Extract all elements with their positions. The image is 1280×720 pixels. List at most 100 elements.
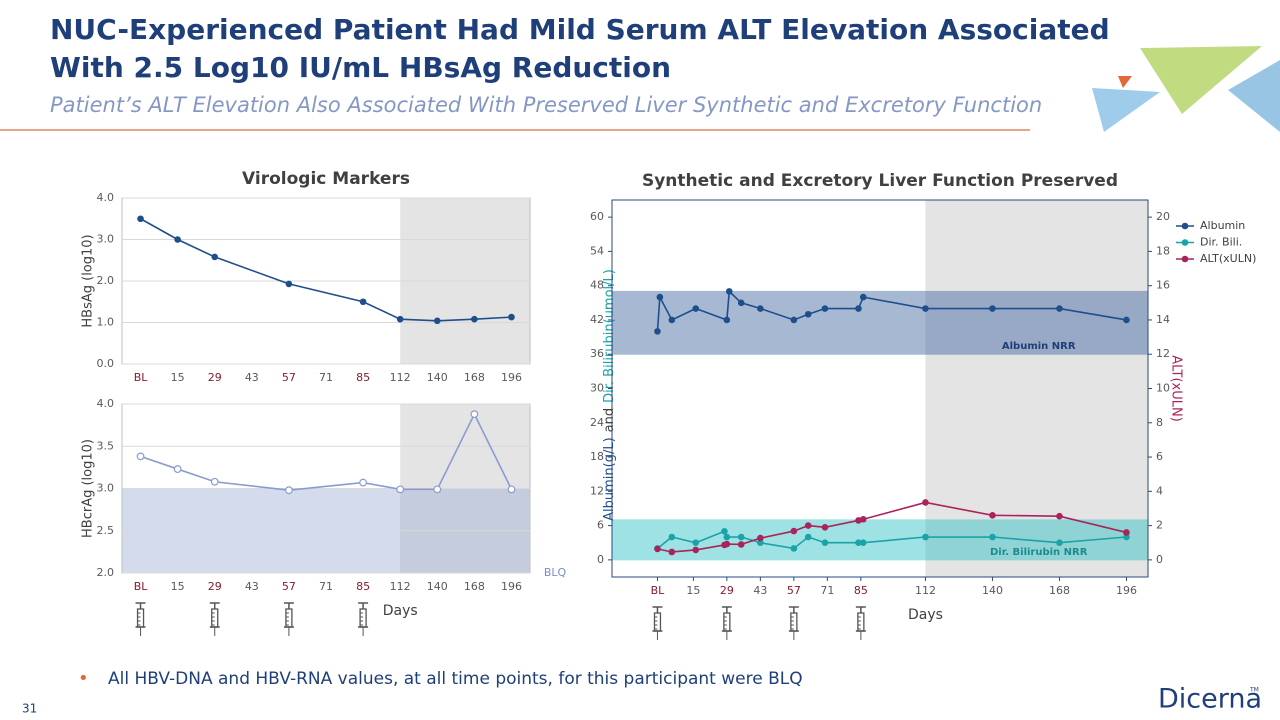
- data-point: [922, 305, 929, 312]
- data-point: [211, 253, 219, 261]
- data-point: [359, 298, 367, 306]
- x-tick-label: BL: [134, 580, 149, 593]
- y-tick-label: 36: [590, 347, 604, 360]
- legend-marker: [1181, 222, 1189, 230]
- y2-tick-label: 8: [1156, 416, 1163, 429]
- data-point: [723, 533, 731, 541]
- x-tick-label: 15: [171, 580, 185, 593]
- data-point: [989, 305, 996, 312]
- x-tick-label: 85: [356, 580, 370, 593]
- x-axis-label: Days: [383, 603, 418, 619]
- data-point: [757, 539, 764, 547]
- band-label: Dir. Bilirubin NRR: [990, 547, 1088, 558]
- data-point: [654, 545, 661, 553]
- y2-tick-label: 16: [1156, 279, 1170, 292]
- normal-range-band: [611, 290, 1149, 355]
- decor-triangle: [1228, 60, 1280, 132]
- data-point: [855, 305, 862, 312]
- logo-mark: TM: [1249, 687, 1259, 694]
- y-tick-label: 42: [590, 313, 604, 326]
- data-point: [790, 316, 798, 324]
- data-point: [790, 545, 798, 552]
- data-point: [723, 540, 731, 548]
- data-point: [656, 293, 664, 301]
- x-tick-label: 140: [982, 584, 1003, 597]
- y2-axis-label: ALT(xULN): [1169, 355, 1184, 422]
- x-axis-label: Days: [908, 607, 943, 623]
- data-point: [1056, 305, 1063, 312]
- data-point: [859, 293, 867, 301]
- y-tick-label: 30: [590, 382, 604, 395]
- y-label-part: and: [602, 408, 617, 432]
- data-point: [471, 315, 478, 323]
- data-point: [470, 410, 479, 419]
- y-tick-label: 1.0: [97, 316, 115, 329]
- data-point: [804, 533, 812, 541]
- slide-subtitle: Patient’s ALT Elevation Also Associated …: [50, 93, 1042, 117]
- data-point: [433, 317, 441, 325]
- y-tick-label: 3.0: [97, 233, 115, 246]
- data-point: [721, 528, 728, 535]
- data-point: [804, 310, 812, 318]
- syringe-part: [136, 608, 145, 628]
- legend-label: Dir. Bili.: [1200, 236, 1242, 249]
- x-tick-label: 168: [464, 580, 485, 593]
- syringe-part: [211, 608, 219, 628]
- y-label-part: Dir. Bilirubin(umol/L): [602, 269, 617, 403]
- x-tick-label: 15: [686, 584, 700, 597]
- y-tick-label: 0: [597, 553, 604, 566]
- syringe-part: [857, 612, 865, 632]
- data-point: [285, 280, 293, 288]
- syringe-icon: [283, 602, 294, 636]
- data-point: [790, 527, 798, 535]
- syringe-icon: [788, 606, 799, 640]
- syringe-icon: [652, 606, 663, 640]
- chart-title: Synthetic and Excretory Liver Function P…: [642, 171, 1118, 191]
- y-tick-label: 3.0: [97, 482, 115, 495]
- data-point: [136, 452, 145, 461]
- x-tick-label: 29: [208, 580, 222, 593]
- y-tick-label: 48: [590, 279, 604, 292]
- data-point: [692, 305, 700, 312]
- y-tick-label: 4.0: [97, 397, 115, 410]
- y-tick-label: 60: [590, 210, 604, 223]
- chart-title: Virologic Markers: [242, 169, 410, 189]
- data-point: [821, 539, 829, 547]
- y2-tick-label: 2: [1156, 519, 1163, 532]
- data-point: [859, 539, 867, 547]
- logo: Dicerna: [1158, 684, 1262, 715]
- slide-title: With 2.5 Log10 IU/mL HBsAg Reduction: [50, 51, 671, 84]
- x-tick-label: 29: [208, 371, 222, 384]
- data-point: [725, 288, 733, 295]
- data-point: [359, 478, 367, 487]
- data-point: [692, 546, 700, 554]
- x-tick-label: 71: [319, 371, 333, 384]
- series-line: [656, 530, 1127, 550]
- y2-tick-label: 10: [1156, 382, 1170, 395]
- data-point: [668, 316, 676, 324]
- syringe-part: [285, 608, 293, 628]
- y-axis-label: HBsAg (log10): [81, 234, 96, 327]
- data-point: [855, 539, 862, 547]
- data-point: [433, 485, 442, 494]
- data-point: [737, 299, 745, 307]
- data-point: [723, 316, 731, 324]
- legend-label: ALT(xULN): [1200, 252, 1256, 265]
- syringe-icon: [209, 602, 220, 636]
- y-tick-label: 24: [590, 416, 604, 429]
- data-point: [137, 215, 144, 223]
- x-tick-label: 57: [282, 580, 296, 593]
- data-point: [922, 499, 929, 506]
- syringe-icon: [358, 602, 369, 636]
- y2-tick-label: 12: [1156, 347, 1170, 360]
- data-point: [821, 305, 829, 312]
- x-tick-label: 196: [1116, 584, 1137, 597]
- syringe-icon: [135, 602, 146, 636]
- x-tick-label: 140: [427, 580, 448, 593]
- data-point: [859, 515, 867, 523]
- x-tick-label: BL: [651, 584, 666, 597]
- y-tick-label: 3.5: [97, 439, 115, 452]
- y-tick-label: 12: [590, 484, 604, 497]
- band-label: Albumin NRR: [1002, 341, 1076, 352]
